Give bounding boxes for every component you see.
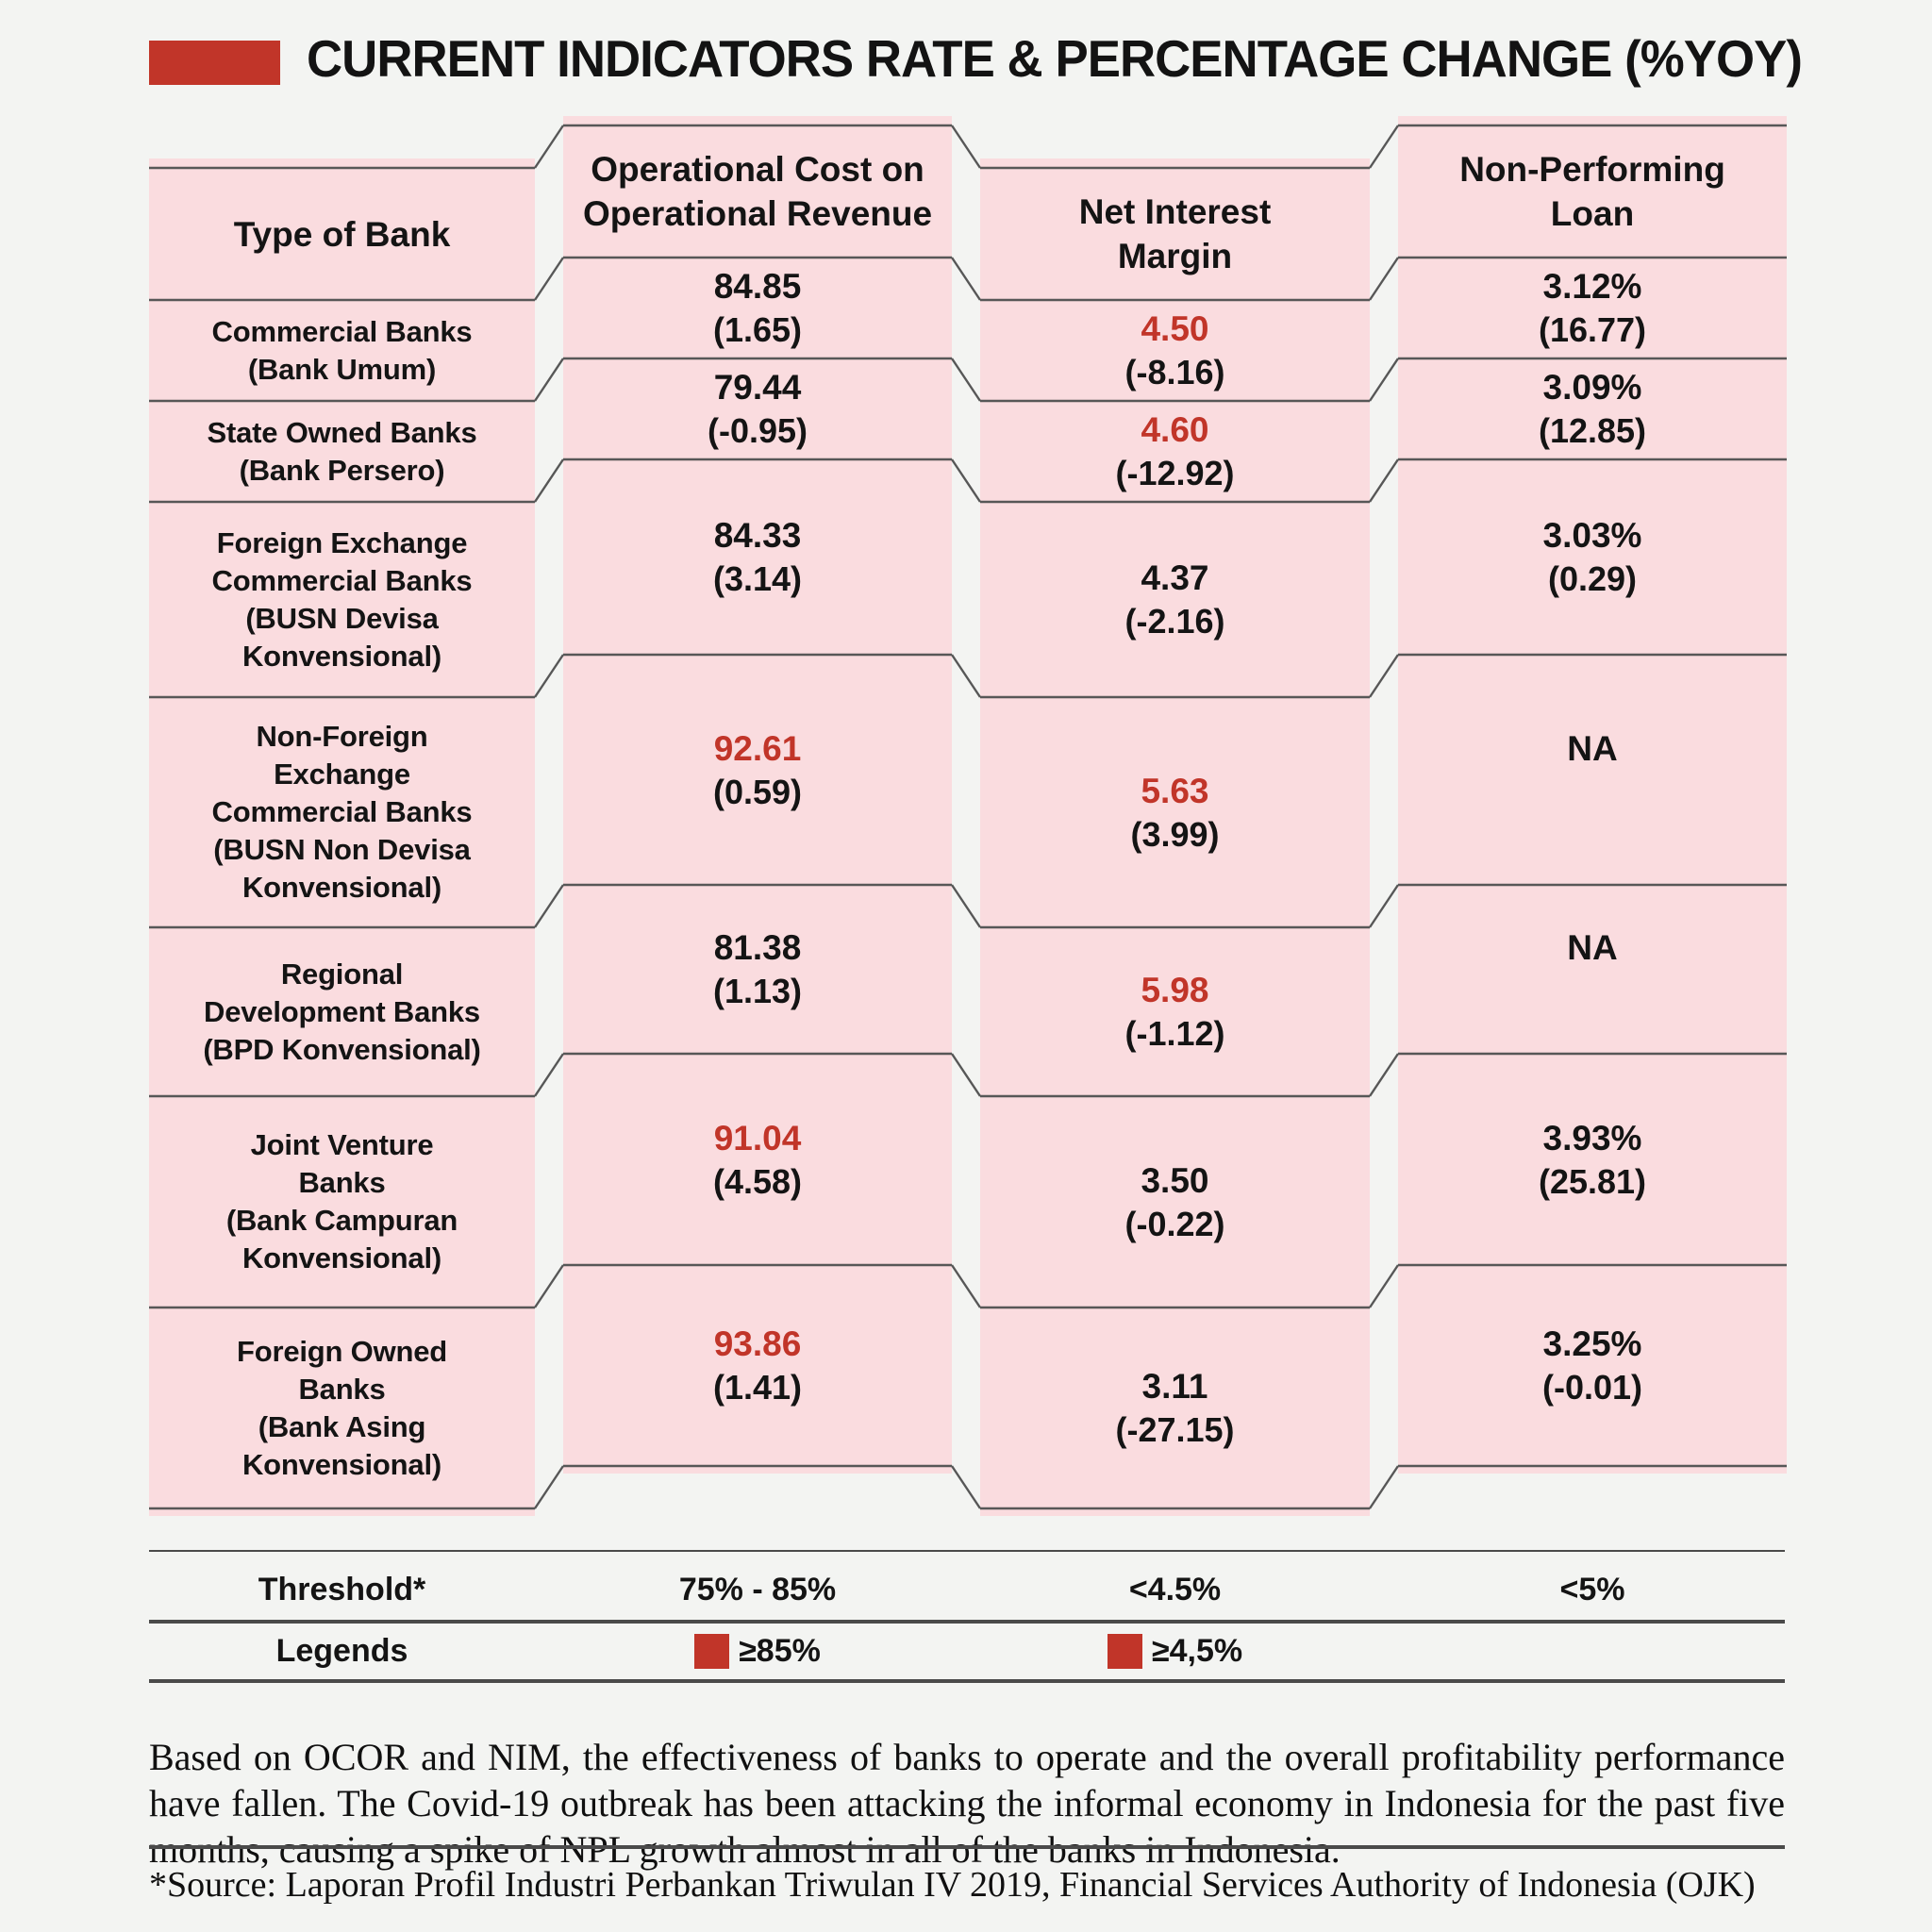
title-red-swatch xyxy=(149,41,280,85)
ocor-rate: 92.61 xyxy=(713,728,802,768)
column-header-type-of-bank: Type of Bank xyxy=(233,214,451,254)
ocor-cell: 91.04 (4.58) xyxy=(563,1054,952,1265)
npl-cell: 3.03% (0.29) xyxy=(1398,459,1787,655)
nim-change: (-8.16) xyxy=(1124,353,1225,391)
red-legend-swatch-icon xyxy=(1107,1633,1142,1669)
column-header-npl: Non-Performing Loan xyxy=(1459,150,1725,233)
nim-rate: 5.63 xyxy=(1141,771,1209,810)
legends-label-text: Legends xyxy=(275,1632,408,1669)
threshold-ocor: 75% - 85% xyxy=(678,1571,837,1607)
nim-rate: 3.50 xyxy=(1141,1160,1209,1200)
npl-rate: 3.12% xyxy=(1542,267,1642,306)
npl-rate: 3.03% xyxy=(1542,516,1642,555)
npl-change: (12.85) xyxy=(1538,411,1647,450)
ocor-rate: 84.85 xyxy=(713,267,802,306)
ocor-cell: 84.85 (1.65) xyxy=(563,258,952,358)
column-header-nim: Net Interest Margin xyxy=(1078,192,1272,275)
bank-type-cell: State Owned Banks (Bank Persero) xyxy=(207,415,477,487)
divider-line xyxy=(149,1550,1785,1552)
ocor-cell: 79.44 (-0.95) xyxy=(563,358,952,459)
nim-rate: 4.50 xyxy=(1141,309,1209,348)
bank-type-cell: Foreign Exchange Commercial Banks (BUSN … xyxy=(211,525,473,673)
nim-rate: 5.98 xyxy=(1141,971,1209,1009)
npl-rate: NA xyxy=(1567,928,1618,967)
column-header-ocor: Operational Cost on Operational Revenue xyxy=(582,150,933,233)
ocor-rate: 91.04 xyxy=(713,1118,802,1158)
nim-change: (-27.15) xyxy=(1115,1410,1235,1449)
ocor-rate: 79.44 xyxy=(713,368,802,407)
bank-type-cell: Joint Venture Banks (Bank Campuran Konve… xyxy=(225,1128,458,1274)
legends-label: Legends xyxy=(149,1624,535,1677)
bank-type-cell: Commercial Banks (Bank Umum) xyxy=(211,314,473,386)
page-title: CURRENT INDICATORS RATE & PERCENTAGE CHA… xyxy=(307,29,1803,88)
nim-change: (-0.22) xyxy=(1124,1204,1225,1243)
ocor-change: (0.59) xyxy=(712,772,803,811)
nim-cell: 3.50 (-0.22) xyxy=(980,1096,1370,1307)
npl-cell: 3.09% (12.85) xyxy=(1398,358,1787,459)
ocor-cell: 84.33 (3.14) xyxy=(563,459,952,655)
npl-cell: 3.25% (-0.01) xyxy=(1398,1265,1787,1466)
legend-nim-text: ≥4,5% xyxy=(1151,1632,1243,1669)
source-citation: *Source: Laporan Profil Industri Perbank… xyxy=(149,1865,1756,1905)
threshold-nim: <4.5% xyxy=(1128,1571,1222,1607)
ocor-rate: 93.86 xyxy=(713,1324,802,1363)
npl-rate: NA xyxy=(1567,728,1618,768)
nim-rate: 4.37 xyxy=(1141,558,1209,597)
npl-change: (25.81) xyxy=(1538,1161,1647,1201)
legend-ocor-text: ≥85% xyxy=(739,1632,821,1669)
red-legend-swatch-icon xyxy=(694,1633,730,1669)
ocor-change: (4.58) xyxy=(712,1161,803,1201)
ocor-change: (1.41) xyxy=(712,1368,803,1407)
ocor-cell: 81.38 (1.13) xyxy=(563,885,952,1054)
divider-line xyxy=(149,1620,1785,1624)
nim-change: (-2.16) xyxy=(1124,602,1225,641)
nim-change: (3.99) xyxy=(1130,814,1220,854)
ocor-change: (1.13) xyxy=(712,972,803,1010)
nim-cell: 5.98 (-1.12) xyxy=(980,927,1370,1096)
nim-cell: 3.11 (-27.15) xyxy=(980,1307,1370,1508)
ocor-cell: 92.61 (0.59) xyxy=(563,655,952,885)
npl-change: (-0.01) xyxy=(1541,1368,1643,1407)
npl-rate: 3.09% xyxy=(1542,368,1642,407)
npl-rate: 3.93% xyxy=(1542,1118,1642,1158)
nim-cell: 4.60 (-12.92) xyxy=(980,401,1370,502)
threshold-npl: <5% xyxy=(1559,1571,1625,1607)
npl-cell: 3.12% (16.77) xyxy=(1398,258,1787,358)
npl-change: (0.29) xyxy=(1547,559,1638,598)
ocor-change: (-0.95) xyxy=(707,411,808,450)
nim-cell: 4.50 (-8.16) xyxy=(980,300,1370,401)
bank-type-cell: Foreign Owned Banks (Bank Asing Konvensi… xyxy=(236,1334,447,1481)
bank-type-cell: Regional Development Banks (BPD Konvensi… xyxy=(203,957,481,1066)
nim-change: (-1.12) xyxy=(1124,1014,1225,1053)
legend-ocor: ≥85% xyxy=(563,1624,952,1677)
divider-line xyxy=(149,1679,1785,1683)
bank-type-cell: Non-Foreign Exchange Commercial Banks (B… xyxy=(211,720,473,904)
ocor-change: (3.14) xyxy=(712,559,803,598)
nim-rate: 3.11 xyxy=(1141,1367,1208,1406)
ocor-cell: 93.86 (1.41) xyxy=(563,1265,952,1466)
nim-cell: 4.37 (-2.16) xyxy=(980,502,1370,697)
divider-line xyxy=(149,1845,1785,1849)
npl-cell: NA xyxy=(1398,885,1787,1054)
ocor-rate: 81.38 xyxy=(713,928,802,967)
ocor-rate: 84.33 xyxy=(713,516,802,555)
nim-rate: 4.60 xyxy=(1141,410,1209,449)
nim-change: (-12.92) xyxy=(1115,454,1235,492)
threshold-label: Threshold* xyxy=(258,1571,426,1607)
nim-cell: 5.63 (3.99) xyxy=(980,697,1370,927)
npl-cell: 3.93% (25.81) xyxy=(1398,1054,1787,1265)
npl-rate: 3.25% xyxy=(1542,1324,1642,1363)
npl-cell: NA xyxy=(1398,655,1787,885)
npl-change: (16.77) xyxy=(1538,310,1647,349)
analysis-note: Based on OCOR and NIM, the effectiveness… xyxy=(149,1736,1785,1871)
legend-nim: ≥4,5% xyxy=(980,1624,1370,1677)
ocor-change: (1.65) xyxy=(712,310,803,349)
